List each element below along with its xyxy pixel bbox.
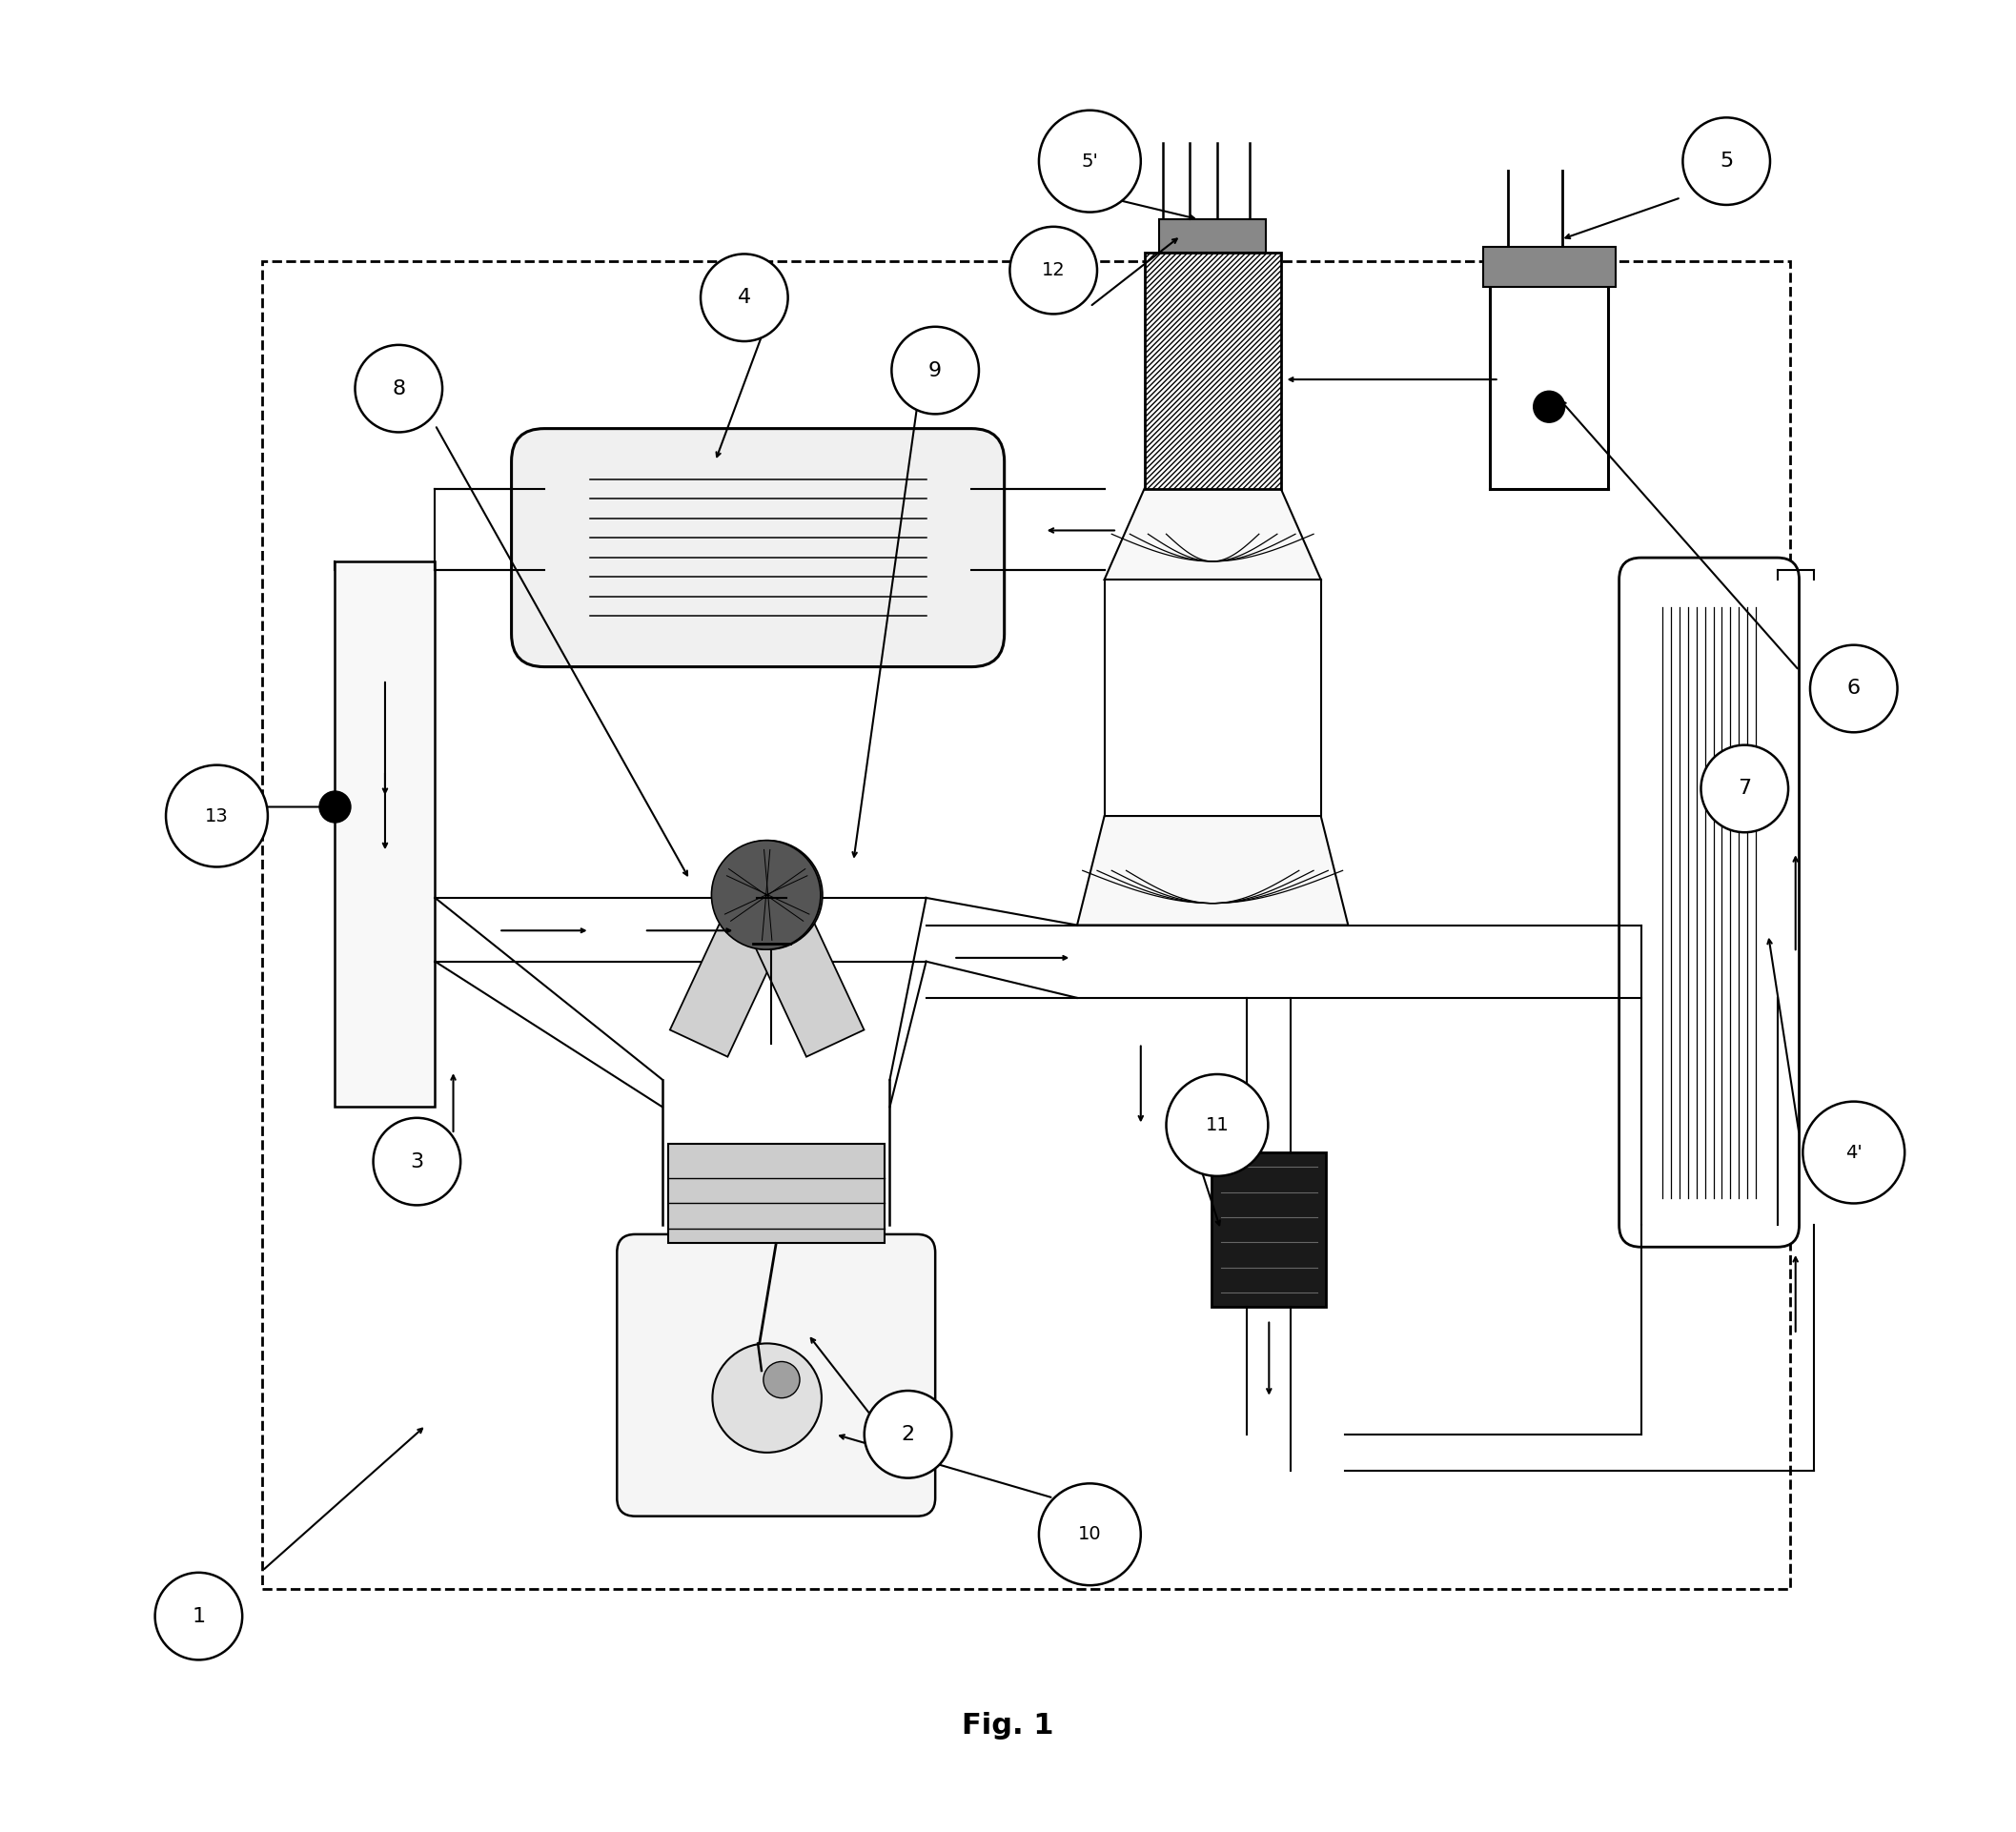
FancyBboxPatch shape [617,1235,935,1517]
Bar [1159,220,1266,253]
Text: 11: 11 [1206,1116,1230,1134]
Bar [335,561,435,1107]
Circle shape [712,1343,823,1453]
Circle shape [1038,110,1141,213]
Circle shape [712,841,821,949]
Circle shape [319,790,351,823]
Bar [1482,247,1615,288]
Circle shape [1010,227,1097,313]
Circle shape [155,1572,242,1660]
Text: 13: 13 [206,806,228,824]
Circle shape [165,766,268,867]
Circle shape [702,255,788,341]
Text: 4': 4' [1845,1143,1863,1161]
Circle shape [1532,390,1566,423]
Circle shape [1702,746,1788,832]
Text: 12: 12 [1042,262,1064,280]
Polygon shape [1105,489,1320,579]
Circle shape [1165,1074,1268,1176]
Circle shape [1802,1101,1905,1204]
Text: 10: 10 [1079,1526,1101,1543]
Circle shape [891,326,980,414]
Polygon shape [669,881,796,1057]
Circle shape [865,1390,952,1478]
Text: 9: 9 [929,361,941,379]
FancyBboxPatch shape [1619,557,1798,1248]
FancyBboxPatch shape [512,429,1004,667]
Circle shape [764,1361,800,1398]
Circle shape [1810,645,1897,733]
Bar [1145,253,1280,489]
Text: 7: 7 [1738,779,1752,799]
Text: 5': 5' [1081,152,1099,170]
Bar [262,262,1790,1588]
Polygon shape [738,881,865,1057]
Circle shape [1683,117,1770,205]
Circle shape [355,344,442,432]
Text: 4: 4 [738,288,752,308]
Text: Fig. 1: Fig. 1 [962,1711,1054,1739]
Bar [1212,1152,1327,1306]
Polygon shape [1077,815,1349,925]
Text: 1: 1 [192,1607,206,1625]
Text: 3: 3 [409,1152,423,1171]
Bar [667,1143,885,1244]
Circle shape [714,841,823,949]
Text: 6: 6 [1847,680,1861,698]
Text: 8: 8 [391,379,405,398]
Text: 5: 5 [1720,152,1734,170]
Circle shape [373,1118,460,1205]
Circle shape [1038,1484,1141,1585]
Text: 2: 2 [901,1425,915,1444]
